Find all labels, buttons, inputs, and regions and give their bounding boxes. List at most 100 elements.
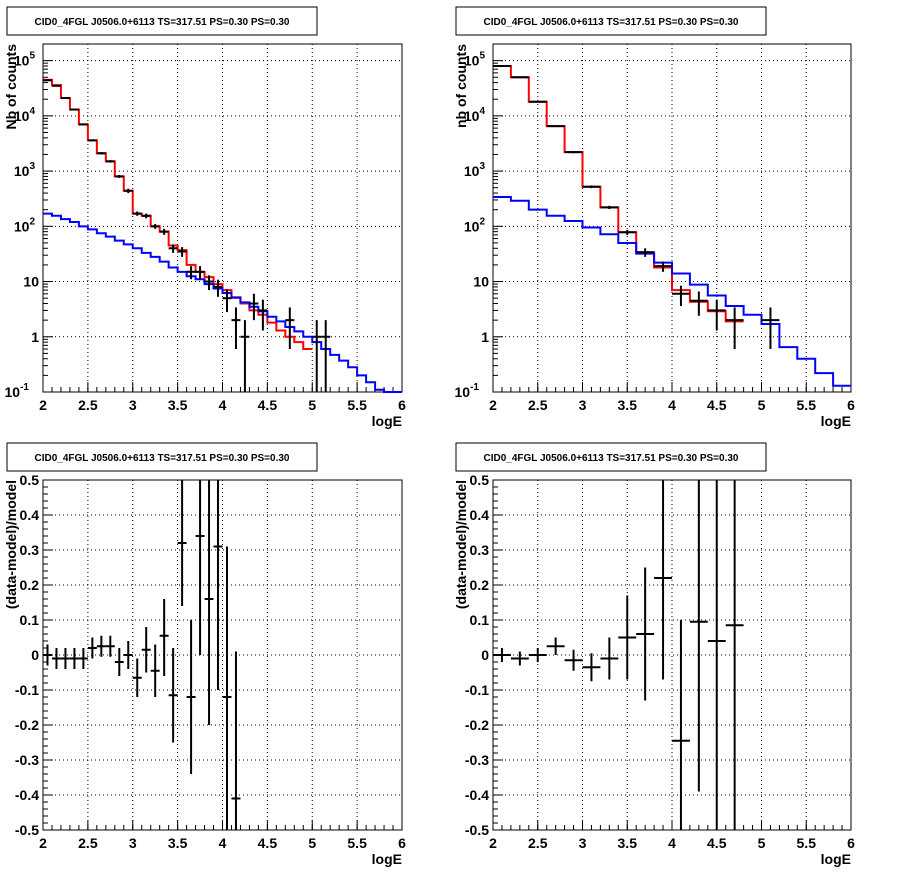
x-tick-label: 6 bbox=[398, 397, 406, 413]
data-point bbox=[582, 185, 601, 189]
plot-frame bbox=[42, 43, 403, 393]
plot-frame bbox=[492, 479, 852, 831]
data-point bbox=[725, 480, 744, 830]
data-point bbox=[258, 299, 268, 331]
data-point bbox=[213, 480, 223, 690]
x-tick-label: 3.5 bbox=[168, 835, 188, 851]
x-tick-label: 4 bbox=[668, 835, 676, 851]
y-tick-label: 0.4 bbox=[20, 507, 40, 523]
x-tick-label: 4 bbox=[668, 397, 676, 413]
y-tick-label: -0.4 bbox=[15, 787, 39, 803]
y-axis-title: nb of counts bbox=[453, 44, 469, 128]
y-tick-label: -0.1 bbox=[15, 682, 39, 698]
data-point bbox=[689, 291, 708, 316]
data-point bbox=[222, 546, 232, 830]
data-point bbox=[105, 635, 115, 657]
x-tick-label: 3.5 bbox=[618, 835, 638, 851]
x-tick-label: 3 bbox=[579, 397, 587, 413]
x-tick-label: 6 bbox=[398, 835, 406, 851]
x-tick-label: 5 bbox=[308, 835, 316, 851]
data-point bbox=[195, 480, 205, 655]
y-tick-label: 102 bbox=[14, 216, 36, 234]
data-point bbox=[168, 244, 178, 253]
data-point bbox=[204, 275, 214, 291]
data-point bbox=[78, 123, 88, 126]
data-point bbox=[725, 307, 744, 350]
y-tick-label: 10-1 bbox=[455, 382, 480, 400]
plot-frame bbox=[42, 479, 403, 831]
y-tick-label: -0.3 bbox=[15, 752, 39, 768]
data-point bbox=[546, 125, 565, 128]
x-tick-label: 3.5 bbox=[168, 397, 188, 413]
data-point bbox=[672, 620, 690, 830]
x-tick-label: 5.5 bbox=[347, 835, 367, 851]
data-point bbox=[654, 480, 672, 680]
y-tick-label: 0.5 bbox=[20, 472, 40, 488]
title-box bbox=[6, 442, 318, 472]
chart-title: CID0_4FGL J0506.0+6113 TS=317.51 PS=0.30… bbox=[483, 453, 738, 464]
y-tick-label: 0 bbox=[31, 647, 39, 663]
data-point bbox=[689, 480, 708, 792]
data-point bbox=[150, 644, 160, 697]
data-point bbox=[564, 151, 583, 154]
y-tick-label: 0.5 bbox=[470, 472, 490, 488]
data-point bbox=[177, 247, 187, 257]
x-tick-label: 4.5 bbox=[258, 397, 278, 413]
x-tick-label: 4 bbox=[219, 397, 227, 413]
data-point bbox=[141, 213, 151, 219]
data-point bbox=[132, 211, 142, 216]
y-tick-label: 104 bbox=[464, 106, 486, 124]
x-tick-label: 2 bbox=[39, 835, 47, 851]
data-point bbox=[159, 599, 169, 676]
y-tick-label: 103 bbox=[464, 161, 486, 179]
data-point bbox=[87, 637, 97, 659]
x-tick-label: 5 bbox=[308, 397, 316, 413]
y-axis-title: (data-model)/model bbox=[453, 480, 469, 609]
data-point bbox=[222, 289, 232, 313]
y-tick-label: -0.5 bbox=[465, 822, 489, 838]
x-tick-label: 2.5 bbox=[78, 397, 98, 413]
data-point bbox=[204, 480, 214, 725]
data-point bbox=[195, 266, 205, 280]
model-histogram-line bbox=[493, 195, 851, 387]
chart-panel-top-right: 2 2.5 3 3.5 4 4.5 5 5.5 6 10-1 1 10 102 103 104 105 logE… bbox=[453, 6, 855, 429]
data-point bbox=[96, 152, 106, 155]
data-point bbox=[150, 224, 160, 229]
data-point bbox=[43, 79, 52, 82]
data-point bbox=[231, 651, 241, 830]
data-point bbox=[582, 653, 601, 682]
x-tick-label: 5.5 bbox=[797, 397, 817, 413]
x-axis-title: logE bbox=[372, 851, 402, 867]
data-point bbox=[707, 299, 726, 331]
y-tick-label: -0.4 bbox=[465, 787, 489, 803]
y-tick-label: 1 bbox=[31, 329, 39, 345]
x-tick-label: 4.5 bbox=[707, 397, 727, 413]
y-tick-label: 105 bbox=[14, 51, 36, 69]
x-tick-label: 5 bbox=[758, 835, 766, 851]
x-tick-label: 4 bbox=[219, 835, 227, 851]
x-tick-label: 5.5 bbox=[797, 835, 817, 851]
data-point bbox=[231, 307, 241, 350]
y-tick-label: 0.1 bbox=[20, 612, 40, 628]
x-tick-label: 4.5 bbox=[707, 835, 727, 851]
y-tick-label: -0.2 bbox=[15, 717, 39, 733]
y-tick-label: -0.1 bbox=[465, 682, 489, 698]
y-axis-title: (data-model)/model bbox=[3, 480, 19, 609]
data-point bbox=[123, 641, 133, 669]
x-tick-label: 2.5 bbox=[78, 835, 98, 851]
data-point bbox=[493, 648, 511, 662]
y-tick-label: 102 bbox=[464, 216, 486, 234]
y-tick-label: 0.3 bbox=[470, 542, 490, 558]
x-tick-label: 3 bbox=[129, 397, 137, 413]
data-point bbox=[312, 320, 322, 392]
data-point bbox=[240, 320, 250, 392]
title-box bbox=[455, 6, 767, 36]
data-point bbox=[69, 648, 79, 669]
y-tick-label: 10-1 bbox=[5, 382, 30, 400]
y-tick-label: 103 bbox=[14, 161, 36, 179]
data-point bbox=[168, 648, 178, 743]
chart-panel-top-left: 2 2.5 3 3.5 4 4.5 5 5.5 6 10-1 1 10 102 103 104 105 logE… bbox=[3, 6, 406, 429]
data-point bbox=[654, 261, 672, 272]
y-axis-title: Nb of counts bbox=[3, 44, 19, 130]
